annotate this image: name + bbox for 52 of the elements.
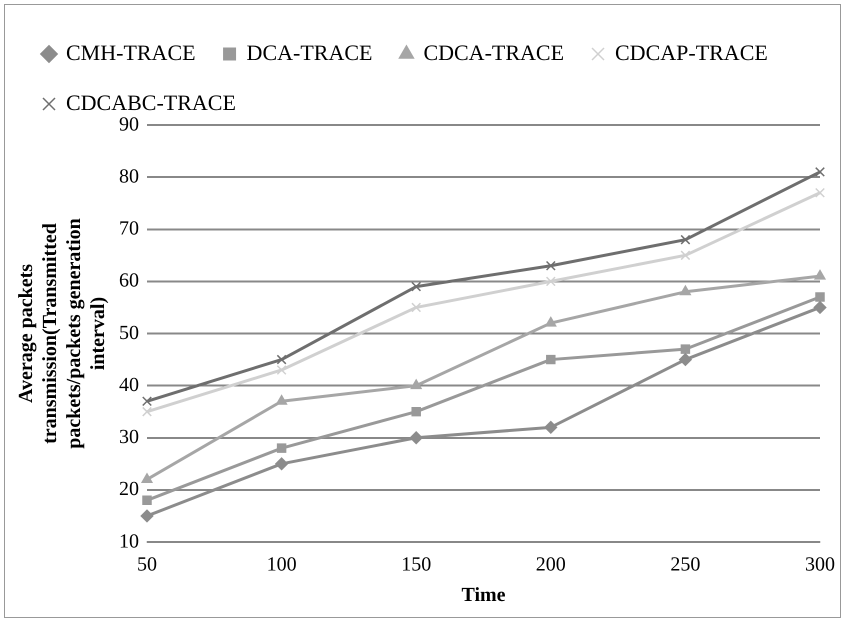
x-tick-label: 150 — [401, 553, 432, 576]
point — [411, 406, 421, 416]
y-tick-label: 30 — [119, 426, 139, 448]
y-tick-label: 10 — [119, 530, 139, 552]
point — [546, 354, 556, 364]
point — [678, 353, 692, 366]
point — [275, 457, 288, 470]
legend-label: CDCABC-TRACE — [66, 90, 236, 115]
point — [546, 276, 556, 286]
x-tick-label: 300 — [805, 553, 835, 576]
y-tick-label: 60 — [119, 270, 139, 292]
point — [680, 234, 690, 245]
point — [815, 188, 825, 198]
point — [680, 285, 692, 296]
legend-label: CDCAP-TRACE — [615, 40, 768, 65]
point — [141, 472, 153, 483]
point — [410, 431, 423, 444]
point — [815, 292, 825, 302]
y-tick-label: 80 — [119, 165, 139, 188]
point — [142, 396, 152, 406]
legend-label: CDCA-TRACE — [423, 40, 564, 65]
point — [410, 379, 422, 390]
point — [276, 443, 286, 453]
point — [142, 496, 152, 506]
y-tick-label: 20 — [119, 478, 139, 500]
x-axis-title: Time — [461, 584, 506, 606]
point — [815, 166, 825, 177]
y-tick-label: 40 — [119, 374, 139, 396]
point — [140, 509, 154, 522]
point — [276, 354, 287, 365]
point — [411, 282, 422, 292]
x-tick-label: 200 — [536, 553, 566, 576]
y-tick-label: 90 — [119, 113, 139, 136]
point — [814, 270, 826, 280]
point — [276, 364, 287, 375]
x-tick-label: 50 — [137, 553, 157, 576]
point — [680, 344, 690, 354]
point — [814, 300, 826, 314]
x-tick-label: 100 — [266, 553, 297, 576]
point — [142, 406, 152, 417]
legend-label: DCA-TRACE — [246, 40, 372, 65]
y-tick-label: 70 — [119, 218, 139, 240]
x-tick-label: 250 — [670, 553, 700, 576]
point — [546, 260, 556, 271]
y-axis-title: Average packets transmission(Transmitted packets/packets generation interval) — [15, 218, 110, 449]
point — [545, 316, 556, 327]
point — [680, 250, 690, 260]
legend-label: CMH-TRACE — [66, 40, 196, 65]
y-tick-label: 50 — [119, 322, 139, 344]
point — [544, 420, 558, 434]
point — [411, 302, 422, 312]
point — [276, 394, 288, 405]
